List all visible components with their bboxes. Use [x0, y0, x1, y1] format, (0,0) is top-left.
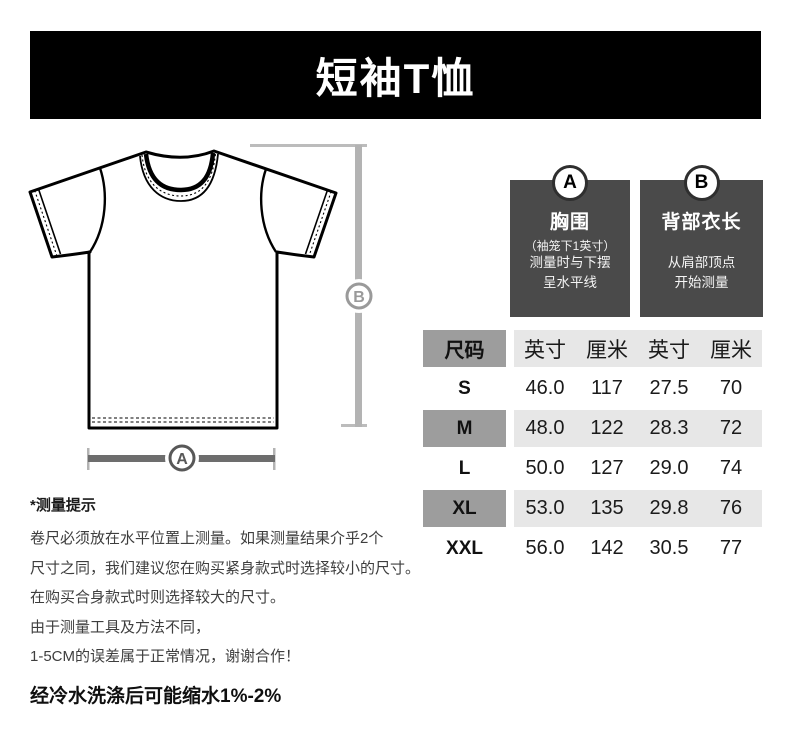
- measure-badge-b: B: [683, 165, 720, 201]
- tips-line: 由于测量工具及方法不同，: [30, 618, 211, 636]
- svg-text:A: A: [176, 451, 188, 468]
- tshirt-measurement-diagram: B A: [28, 144, 376, 475]
- measure-box-chest-subtitle: （袖笼下1英寸）: [524, 239, 616, 253]
- tshirt-outline: [28, 149, 338, 430]
- measure-box-length: B 背部衣长 从肩部顶点 开始测量: [640, 165, 763, 317]
- measuring-tips: *测量提示 卷尺必须放在水平位置上测量。如果测量结果介乎2个 尺寸之同，我们建议…: [30, 494, 450, 708]
- measure-box-chest-note: 测量时与下摆 呈水平线: [529, 255, 611, 290]
- measure-box-chest: A 胸围 （袖笼下1英寸） 测量时与下摆 呈水平线: [510, 165, 630, 317]
- table-row: L 50.0 127 29.0 74: [458, 457, 743, 479]
- page-title: 短袖T恤: [315, 54, 476, 102]
- tips-line: 在购买合身款式时则选择较大的尺寸。: [30, 589, 286, 606]
- table-row: M 48.0 122 28.3 72: [423, 410, 762, 447]
- shrinkage-note: 经冷水洗涤后可能缩水1%-2%: [30, 685, 282, 707]
- width-indicator-a: A: [87, 441, 276, 475]
- tips-line: 尺寸之同，我们建议您在购买紧身款式时选择较小的尺寸。: [30, 559, 421, 577]
- tips-line: 卷尺必须放在水平位置上测量。如果测量结果介乎2个: [30, 530, 384, 547]
- measure-badge-a-letter: A: [563, 172, 577, 193]
- length-label-b: B: [342, 279, 376, 313]
- size-table: 尺码 英寸 厘米 英寸 厘米 S 46.0 117 27.5 70 M 48.0…: [423, 330, 762, 570]
- svg-text:B: B: [353, 289, 365, 306]
- col-header-cm-2: 厘米: [700, 330, 762, 367]
- header-bar: 短袖T恤: [30, 31, 761, 119]
- table-row: XXL 56.0 142 30.5 77: [446, 537, 743, 559]
- table-row: XL 53.0 135 29.8 76: [423, 490, 762, 527]
- size-table-header: 尺码 英寸 厘米 英寸 厘米: [423, 330, 762, 367]
- col-header-inch: 英寸: [514, 330, 576, 367]
- measure-badge-b-letter: B: [694, 172, 709, 193]
- table-row: S 46.0 117 27.5 70: [458, 377, 743, 399]
- col-header-size: 尺码: [423, 330, 506, 367]
- measure-box-length-title: 背部衣长: [661, 212, 742, 233]
- tips-title: *测量提示: [30, 497, 96, 514]
- measure-box-chest-title: 胸围: [549, 212, 590, 233]
- col-header-cm: 厘米: [576, 330, 638, 367]
- col-header-inch-2: 英寸: [638, 330, 700, 367]
- tips-line: 1-5CM的误差属于正常情况，谢谢合作！: [30, 648, 301, 665]
- measure-badge-a: A: [552, 165, 588, 201]
- measure-box-length-note: 从肩部顶点 开始测量: [667, 255, 736, 290]
